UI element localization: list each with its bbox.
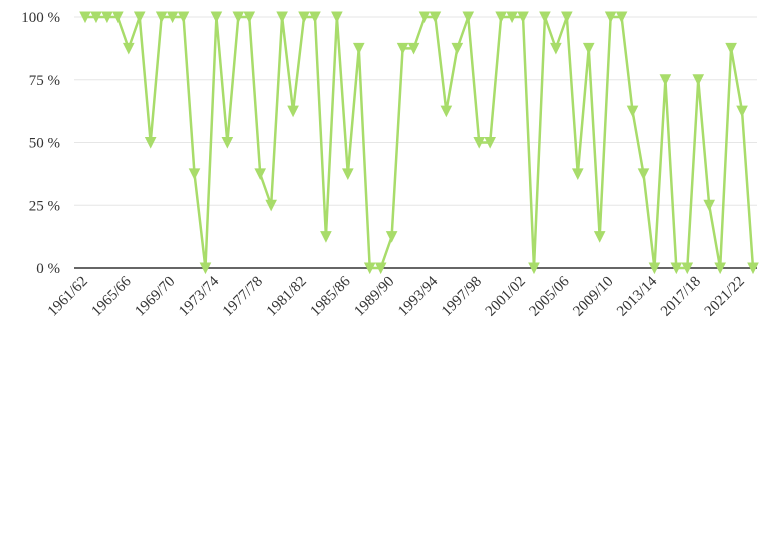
data-point-marker	[199, 262, 212, 275]
data-point-marker	[561, 11, 573, 24]
y-tick-label: 50 %	[29, 136, 60, 152]
data-point-marker	[703, 199, 716, 212]
data-point-marker	[692, 74, 705, 86]
data-point-marker	[363, 262, 376, 275]
data-point-marker	[582, 42, 595, 55]
x-tick-label: 2021/22	[702, 274, 748, 320]
data-point-marker	[210, 11, 223, 24]
data-point-marker	[221, 137, 234, 149]
x-tick-label: 1997/98	[439, 274, 485, 320]
x-tick-label: 1981/82	[264, 274, 310, 320]
data-point-marker	[396, 42, 409, 55]
data-point-marker	[144, 137, 157, 149]
data-point-marker	[385, 231, 398, 243]
series	[79, 11, 759, 275]
data-point-marker	[484, 137, 496, 149]
y-tick-label: 0 %	[36, 261, 60, 277]
data-point-marker	[593, 231, 606, 243]
x-tick-label: 1965/66	[89, 273, 135, 319]
y-tick-label: 75 %	[29, 73, 60, 89]
data-point-marker	[342, 168, 354, 180]
data-point-marker	[517, 11, 529, 24]
data-point-marker	[79, 11, 91, 24]
data-point-marker	[495, 11, 507, 24]
data-point-marker	[155, 11, 168, 24]
data-point-marker	[133, 11, 146, 24]
data-point-marker	[725, 42, 737, 55]
data-point-marker	[626, 105, 639, 118]
x-axis-ticks: 1961/621965/661969/701973/741977/781981/…	[45, 273, 748, 319]
y-tick-label: 25 %	[29, 198, 60, 214]
data-point-marker	[506, 11, 518, 24]
data-point-marker	[122, 42, 135, 55]
data-point-marker	[528, 262, 540, 275]
x-tick-label: 2013/14	[614, 273, 660, 319]
data-point-marker	[166, 11, 179, 24]
x-tick-label: 1985/86	[308, 273, 354, 319]
x-tick-label: 2001/02	[483, 274, 529, 320]
data-point-marker	[112, 11, 124, 24]
data-point-marker	[550, 42, 562, 55]
data-point-marker	[659, 74, 672, 86]
x-tick-label: 1961/62	[45, 274, 91, 320]
data-point-marker	[429, 11, 442, 24]
x-tick-label: 1973/74	[176, 273, 222, 319]
data-point-marker	[440, 105, 453, 118]
x-tick-label: 1993/94	[395, 273, 441, 319]
data-point-marker	[188, 168, 201, 180]
data-point-marker	[232, 11, 245, 24]
x-tick-label: 2009/10	[570, 274, 616, 320]
data-point-marker	[407, 42, 420, 55]
data-point-marker	[309, 11, 321, 24]
series-line	[83, 15, 755, 270]
data-point-marker	[747, 262, 759, 275]
data-point-marker	[254, 168, 267, 180]
data-point-marker	[177, 11, 190, 24]
data-point-marker	[714, 262, 726, 275]
data-point-marker	[101, 11, 113, 24]
data-point-marker	[571, 168, 584, 180]
data-point-marker	[287, 105, 299, 118]
data-point-marker	[418, 11, 431, 24]
x-tick-label: 2005/06	[527, 273, 573, 319]
y-tick-label: 100 %	[21, 10, 60, 26]
data-point-marker	[265, 199, 277, 212]
data-point-marker	[331, 11, 343, 24]
data-point-marker	[604, 11, 617, 24]
data-point-marker	[243, 11, 256, 24]
data-point-marker	[352, 42, 365, 55]
y-axis-ticks: 0 % 25 % 50 % 75 % 100 %	[21, 10, 60, 277]
x-tick-label: 1969/70	[132, 274, 178, 320]
data-point-marker	[736, 105, 748, 118]
data-point-marker	[320, 231, 332, 243]
data-point-marker	[276, 11, 288, 24]
data-point-marker	[451, 42, 464, 55]
data-point-marker	[539, 11, 551, 24]
data-point-marker	[670, 262, 683, 275]
data-point-marker	[637, 168, 650, 180]
x-tick-label: 1977/78	[220, 274, 266, 320]
data-point-marker	[681, 262, 694, 275]
data-point-marker	[298, 11, 310, 24]
data-point-marker	[648, 262, 661, 275]
x-tick-label: 1989/90	[351, 274, 397, 320]
x-tick-label: 2017/18	[658, 274, 704, 320]
data-point-marker	[90, 11, 102, 24]
data-point-marker	[615, 11, 628, 24]
data-point-marker	[473, 137, 486, 149]
data-point-marker	[374, 262, 387, 275]
data-point-marker	[462, 11, 475, 24]
